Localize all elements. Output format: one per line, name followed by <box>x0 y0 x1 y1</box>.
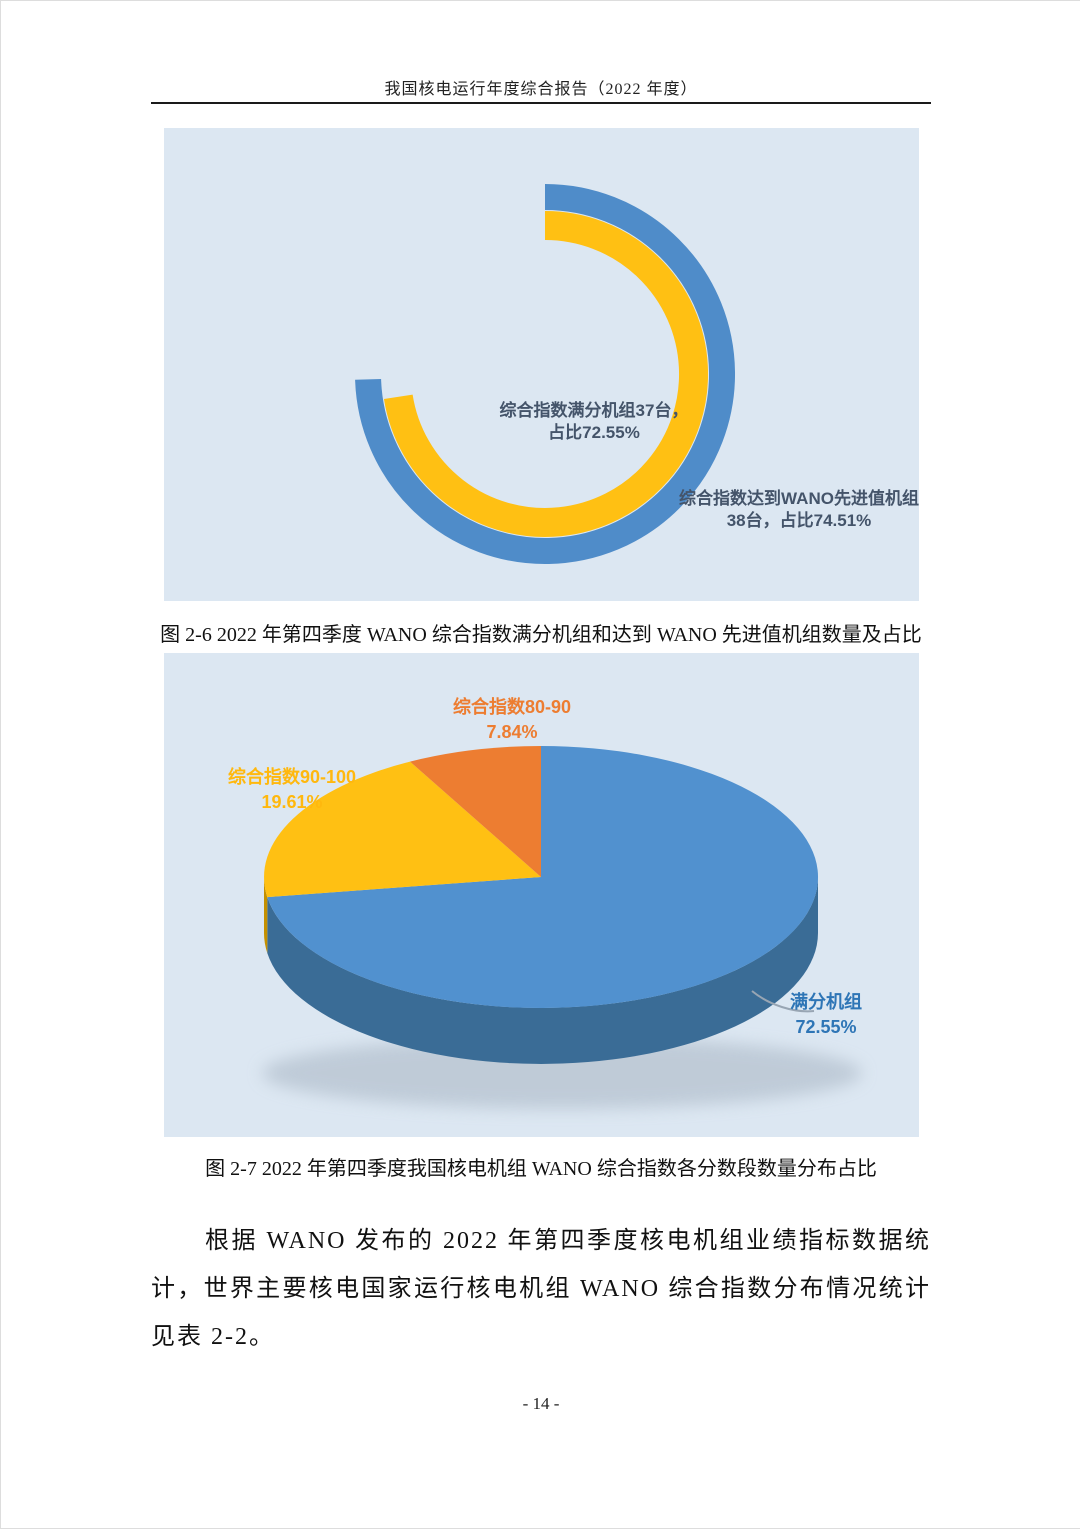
ring-arc-outer <box>355 184 736 564</box>
ring-label-advanced-value-line1: 综合指数达到WANO先进值机组 <box>679 489 919 508</box>
figure-2-7-caption: 图 2-7 2022 年第四季度我国核电机组 WANO 综合指数各分数段数量分布… <box>205 1158 877 1180</box>
pie-chart-svg <box>262 746 862 1109</box>
figure-2-6-caption: 图 2-6 2022 年第四季度 WANO 综合指数满分机组和达到 WANO 先… <box>160 624 922 646</box>
page-number: - 14 - <box>522 1394 560 1413</box>
pie-label-80-90-line1: 综合指数80-90 <box>452 697 572 717</box>
figure-2-6-chart-panel: 综合指数满分机组37台， 占比72.55% 综合指数达到WANO先进值机组 38… <box>164 128 919 601</box>
pie-shadow <box>262 1037 862 1109</box>
pie-label-full-score: 满分机组 72.55% <box>790 990 862 1040</box>
pie-slice-1 <box>264 761 541 898</box>
ring-label-advanced-value: 综合指数达到WANO先进值机组 38台，占比74.51% <box>679 488 919 532</box>
pie-label-80-90: 综合指数80-90 7.84% <box>453 695 571 745</box>
pie-label-90-100-line2: 19.61% <box>261 792 323 812</box>
ring-label-full-score-line1: 综合指数满分机组37台， <box>499 401 689 420</box>
pie-label-full-score-line2: 72.55% <box>795 1017 857 1037</box>
pie-slice-0 <box>267 746 819 1008</box>
ring-arc-inner <box>383 211 709 537</box>
ring-label-full-score: 综合指数满分机组37台， 占比72.55% <box>500 400 689 444</box>
ring-label-advanced-value-line2: 38台，占比74.51% <box>726 511 872 530</box>
ring-label-full-score-line2: 占比72.55% <box>548 423 640 442</box>
page-header-title: 我国核电运行年度综合报告（2022 年度） <box>384 81 698 98</box>
header-rule <box>151 102 931 104</box>
pie-side-1 <box>264 877 268 954</box>
pie-label-90-100-line1: 综合指数90-100 <box>227 767 357 787</box>
figure-2-7-chart-panel: 综合指数80-90 7.84% 综合指数90-100 19.61% 满分机组 7… <box>164 653 919 1137</box>
pie-label-80-90-line2: 7.84% <box>486 722 538 742</box>
pie-side-0 <box>267 877 818 1064</box>
pie-label-full-score-line1: 满分机组 <box>790 992 862 1012</box>
ring-chart-svg <box>355 184 736 564</box>
pie-leader-line <box>751 990 815 1013</box>
pie-label-90-100: 综合指数90-100 19.61% <box>228 765 356 815</box>
body-paragraph: 根据 WANO 发布的 2022 年第四季度核电机组业绩指标数据统计，世界主要核… <box>151 1228 931 1350</box>
pie-slice-2 <box>410 746 541 877</box>
